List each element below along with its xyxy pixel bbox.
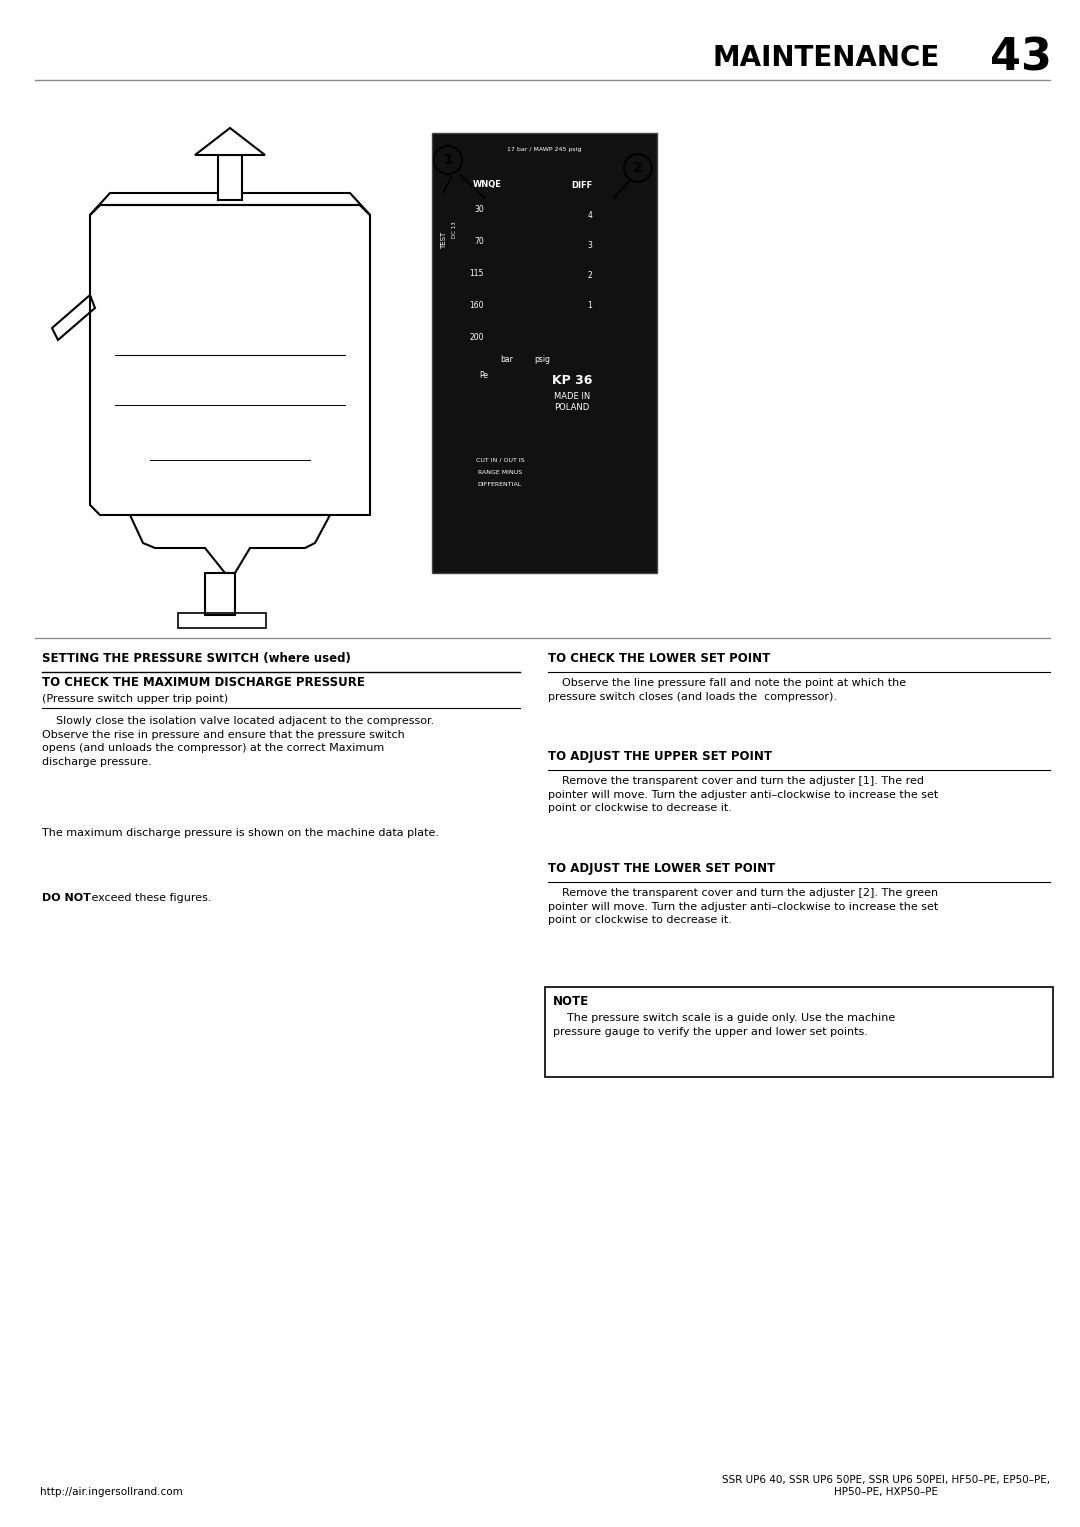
Text: 1: 1	[443, 153, 453, 166]
Text: DC 13: DC 13	[451, 221, 457, 238]
Text: MADE IN
POLAND: MADE IN POLAND	[554, 392, 590, 412]
Text: 70: 70	[474, 238, 484, 246]
Text: Slowly close the isolation valve located adjacent to the compressor.
Observe the: Slowly close the isolation valve located…	[42, 716, 434, 767]
Bar	[178, 612, 266, 628]
Text: TO ADJUST THE LOWER SET POINT: TO ADJUST THE LOWER SET POINT	[548, 863, 775, 875]
Text: KP 36: KP 36	[552, 374, 592, 386]
Text: (Pressure switch upper trip point): (Pressure switch upper trip point)	[42, 693, 228, 704]
Text: 2: 2	[633, 160, 643, 176]
Text: 200: 200	[470, 333, 484, 342]
Text: psig: psig	[534, 356, 550, 365]
Text: DO NOT: DO NOT	[42, 893, 91, 902]
Text: SSR UP6 40, SSR UP6 50PE, SSR UP6 50PEI, HF50–PE, EP50–PE,
HP50–PE, HXP50–PE: SSR UP6 40, SSR UP6 50PE, SSR UP6 50PEI,…	[721, 1475, 1050, 1496]
Text: The maximum discharge pressure is shown on the machine data plate.: The maximum discharge pressure is shown …	[42, 828, 438, 838]
Text: NOTE: NOTE	[553, 996, 589, 1008]
Text: CUT IN / OUT IS: CUT IN / OUT IS	[475, 458, 524, 463]
Text: 2: 2	[588, 270, 592, 279]
Text: Pe: Pe	[480, 371, 488, 380]
Text: 115: 115	[470, 269, 484, 278]
Bar	[218, 156, 242, 200]
Text: 4: 4	[588, 211, 593, 220]
Text: Remove the transparent cover and turn the adjuster [2]. The green
pointer will m: Remove the transparent cover and turn th…	[548, 889, 939, 925]
Text: TO CHECK THE LOWER SET POINT: TO CHECK THE LOWER SET POINT	[548, 652, 770, 664]
Text: 160: 160	[470, 301, 484, 310]
Text: TEST: TEST	[441, 232, 447, 249]
Text: TO CHECK THE MAXIMUM DISCHARGE PRESSURE: TO CHECK THE MAXIMUM DISCHARGE PRESSURE	[42, 676, 365, 689]
Text: bar: bar	[500, 356, 513, 365]
Text: The pressure switch scale is a guide only. Use the machine
pressure gauge to ver: The pressure switch scale is a guide onl…	[553, 1012, 895, 1037]
Bar	[432, 133, 657, 573]
Text: Remove the transparent cover and turn the adjuster [1]. The red
pointer will mov: Remove the transparent cover and turn th…	[548, 776, 939, 814]
Text: 43: 43	[990, 37, 1052, 79]
Text: WNQE: WNQE	[473, 180, 501, 189]
Text: http://air.ingersollrand.com: http://air.ingersollrand.com	[40, 1487, 183, 1496]
Polygon shape	[195, 128, 265, 156]
Text: exceed these figures.: exceed these figures.	[87, 893, 212, 902]
Text: 3: 3	[588, 240, 593, 249]
Text: DIFF: DIFF	[571, 180, 593, 189]
Text: SETTING THE PRESSURE SWITCH (where used): SETTING THE PRESSURE SWITCH (where used)	[42, 652, 351, 664]
Text: RANGE MINUS: RANGE MINUS	[478, 469, 522, 475]
Text: MAINTENANCE: MAINTENANCE	[713, 44, 940, 72]
Text: TO ADJUST THE UPPER SET POINT: TO ADJUST THE UPPER SET POINT	[548, 750, 772, 764]
Bar	[545, 986, 1053, 1077]
Text: 17 bar / MAWP 245 psig: 17 bar / MAWP 245 psig	[507, 148, 581, 153]
Text: 1: 1	[588, 301, 592, 310]
Text: DIFFERENTIAL: DIFFERENTIAL	[477, 481, 522, 487]
Text: Observe the line pressure fall and note the point at which the
pressure switch c: Observe the line pressure fall and note …	[548, 678, 906, 701]
Text: 30: 30	[474, 206, 484, 214]
